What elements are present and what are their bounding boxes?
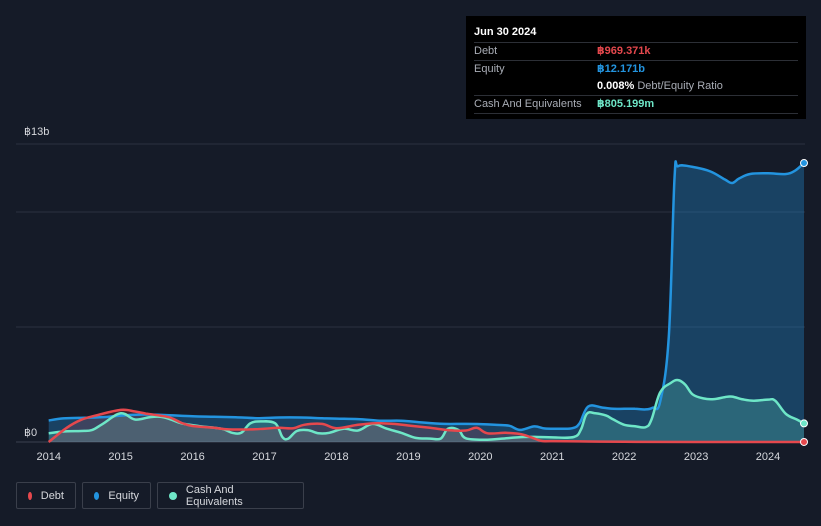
x-tick-2019: 2019: [396, 451, 420, 463]
equity-dot-icon: [94, 491, 100, 500]
legend-item-debt[interactable]: Debt: [16, 482, 76, 509]
data-tooltip: Jun 30 2024 Debt ฿969.371k Equity ฿12.17…: [466, 16, 806, 119]
legend-item-cash[interactable]: Cash And Equivalents: [157, 482, 304, 509]
y-axis-zero-label: ฿0: [24, 427, 37, 439]
series-areas: [48, 161, 804, 442]
legend-debt-label: Debt: [40, 489, 64, 502]
cash-endpoint: [800, 419, 808, 428]
tooltip-debt-label: Debt: [474, 45, 498, 57]
tooltip-debt-row: Debt ฿969.371k: [474, 42, 798, 60]
x-tick-2021: 2021: [540, 451, 564, 463]
tooltip-equity-value: ฿12.171b: [597, 63, 646, 75]
series-endpoints: [800, 159, 808, 446]
x-tick-2018: 2018: [324, 451, 348, 463]
cash-dot-icon: [169, 491, 177, 500]
series-lines: [47, 160, 805, 444]
tooltip-equity-row: Equity ฿12.171b: [474, 60, 798, 78]
tooltip-ratio-label: Debt/Equity Ratio: [637, 80, 723, 92]
tooltip-cash-row: Cash And Equivalents ฿805.199m: [474, 95, 798, 114]
legend-equity-label: Equity: [108, 489, 139, 502]
equity-endpoint: [800, 159, 808, 168]
debt-dot-icon: [28, 491, 32, 500]
debt-endpoint: [800, 437, 808, 446]
debt-line: [47, 408, 804, 444]
x-tick-2017: 2017: [252, 451, 276, 463]
tooltip-equity-label: Equity: [474, 63, 505, 75]
equity-line: [48, 160, 805, 432]
x-tick-2022: 2022: [612, 451, 636, 463]
x-axis-ticks: 2014 2015 2016 2017 2018 2019 2020 2021 2022 2023…: [36, 451, 780, 463]
tooltip-ratio-spacer: [474, 78, 597, 95]
legend-cash-label: Cash And Equivalents: [185, 483, 243, 508]
tooltip-ratio-row: 0.008% Debt/Equity Ratio: [474, 78, 798, 95]
x-tick-2023: 2023: [684, 451, 708, 463]
x-tick-2016: 2016: [180, 451, 204, 463]
chart-legend: Debt Equity Cash And Equivalents: [16, 482, 304, 509]
legend-item-equity[interactable]: Equity: [82, 482, 151, 509]
equity-area: [48, 161, 804, 442]
x-tick-2015: 2015: [108, 451, 132, 463]
cash-area: [48, 380, 804, 442]
tooltip-date: Jun 30 2024: [474, 26, 537, 38]
tooltip-cash-value: ฿805.199m: [597, 98, 655, 110]
x-tick-2024: 2024: [756, 451, 780, 463]
tooltip-debt-value: ฿969.371k: [597, 45, 651, 57]
y-axis-top-label: ฿13b: [24, 126, 49, 138]
x-tick-2014: 2014: [36, 451, 60, 463]
tooltip-cash-label: Cash And Equivalents: [474, 98, 582, 110]
x-tick-2020: 2020: [468, 451, 492, 463]
tooltip-ratio-value: 0.008%: [597, 80, 635, 92]
